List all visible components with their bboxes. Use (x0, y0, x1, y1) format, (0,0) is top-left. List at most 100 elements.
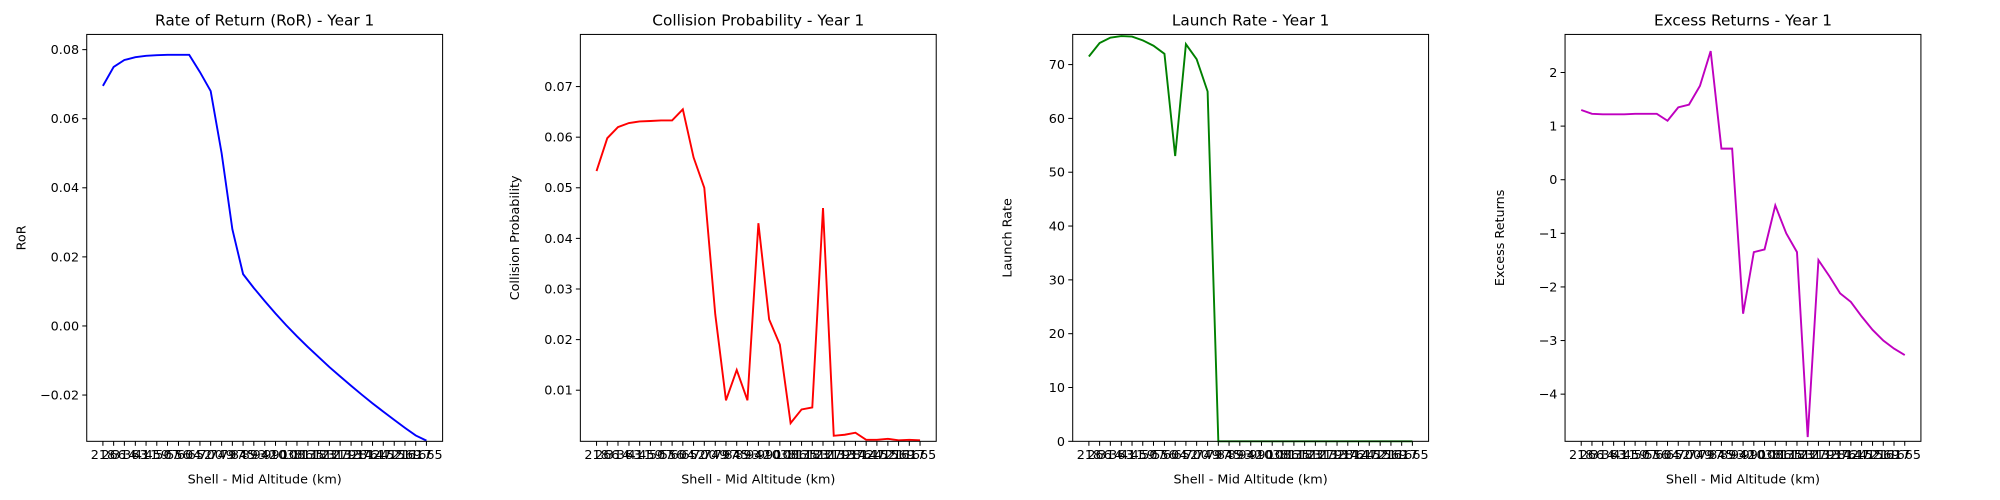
y-axis-label: Collision Probability (508, 175, 523, 300)
x-tick-label: 1424 (356, 448, 388, 463)
data-line (1088, 35, 1413, 443)
x-tick-label: 363 (1109, 448, 1133, 463)
x-tick-label: 411 (1612, 448, 1636, 463)
x-tick-label: 1617 (1385, 448, 1417, 463)
x-tick-label: 1135 (785, 448, 817, 463)
x-tick-label: 1279 (818, 448, 850, 463)
y-tick-label: 0.07 (544, 80, 572, 95)
x-tick-label: 507 (1141, 448, 1165, 463)
x-tick-label: 363 (617, 448, 641, 463)
x-tick-label: 893 (1720, 448, 1744, 463)
x-tick-label: 1376 (346, 448, 378, 463)
x-tick-label: 218 (1569, 448, 1593, 463)
chart-title: Launch Rate - Year 1 (1172, 12, 1330, 30)
chart-title: Rate of Return (RoR) - Year 1 (155, 12, 374, 30)
x-tick-label: 652 (681, 448, 705, 463)
y-tick-label: −4 (1539, 388, 1558, 403)
x-tick-label: 363 (1601, 448, 1625, 463)
x-tick-label: 1472 (1353, 448, 1385, 463)
x-tick-label: 652 (1666, 448, 1690, 463)
y-axis-label: RoR (15, 225, 30, 250)
x-tick-label: 1231 (1791, 448, 1823, 463)
x-axis-label: Shell - Mid Altitude (km) (1174, 472, 1328, 487)
y-tick-label: 10 (1049, 381, 1065, 396)
x-tick-label: 314 (112, 448, 136, 463)
x-tick-label: 459 (145, 448, 169, 463)
x-tick-label: 1569 (389, 448, 421, 463)
x-tick-label: 604 (1163, 448, 1187, 463)
x-tick-label: 1279 (1802, 448, 1834, 463)
x-tick-label: 507 (649, 448, 673, 463)
y-tick-label: 20 (1049, 327, 1065, 342)
subplot: Collision Probability - Year 1 Shell - Mi… (508, 12, 937, 487)
x-tick-label: 314 (1098, 448, 1122, 463)
x-tick-label: 942 (746, 448, 770, 463)
x-tick-label: 266 (101, 448, 125, 463)
x-tick-label: 942 (253, 448, 277, 463)
y-tick-label: 0.02 (544, 333, 572, 348)
y-axis-label: Launch Rate (1000, 198, 1015, 278)
x-tick-label: 990 (263, 448, 287, 463)
subplot: Launch Rate - Year 1 Shell - Mid Altitude… (1000, 12, 1430, 487)
x-tick-label: 990 (757, 448, 781, 463)
y-tick-label: 0.08 (51, 43, 79, 58)
x-tick-label: 1521 (1856, 448, 1888, 463)
x-tick-label: 1617 (399, 448, 431, 463)
y-tick-label: 1 (1549, 120, 1557, 135)
x-tick-label: 411 (628, 448, 652, 463)
x-tick-label: 411 (134, 448, 158, 463)
x-tick-label: 1086 (1267, 448, 1299, 463)
x-tick-label: 845 (1709, 448, 1733, 463)
x-tick-label: 797 (220, 448, 244, 463)
x-tick-label: 507 (1634, 448, 1658, 463)
x-tick-label: 1424 (1835, 448, 1867, 463)
x-tick-label: 314 (1591, 448, 1615, 463)
x-tick-label: 845 (231, 448, 255, 463)
x-tick-label: 749 (209, 448, 233, 463)
x-tick-label: 1135 (1278, 448, 1310, 463)
x-tick-label: 1472 (367, 448, 399, 463)
y-tick-label: −0.02 (40, 389, 79, 404)
x-tick-label: 1569 (882, 448, 914, 463)
x-tick-label: 1086 (1759, 448, 1791, 463)
x-tick-label: 1086 (281, 448, 313, 463)
x-tick-label: 845 (725, 448, 749, 463)
x-tick-label: 314 (606, 448, 630, 463)
x-tick-label: 1183 (1781, 448, 1813, 463)
y-tick-label: 60 (1049, 112, 1065, 127)
x-axis-label: Shell - Mid Altitude (km) (681, 472, 835, 487)
x-tick-label: 990 (1742, 448, 1766, 463)
x-tick-label: 1472 (861, 448, 893, 463)
x-tick-label: 1376 (839, 448, 871, 463)
x-tick-label: 411 (1120, 448, 1144, 463)
x-tick-label: 652 (1174, 448, 1198, 463)
x-tick-label: 845 (1217, 448, 1241, 463)
x-tick-label: 266 (1087, 448, 1111, 463)
x-tick-label: 797 (714, 448, 738, 463)
x-tick-label: 266 (595, 448, 619, 463)
x-tick-label: 1231 (313, 448, 345, 463)
x-tick-label: 1183 (1288, 448, 1320, 463)
y-tick-label: 0.03 (544, 282, 572, 297)
data-line (595, 107, 921, 442)
x-tick-label: 749 (1688, 448, 1712, 463)
x-tick-label: 1424 (850, 448, 882, 463)
x-tick-label: 459 (1623, 448, 1647, 463)
x-tick-label: 1328 (1813, 448, 1845, 463)
x-tick-label: 1521 (872, 448, 904, 463)
x-tick-label: 1135 (292, 448, 324, 463)
y-tick-label: 0.06 (51, 112, 79, 127)
x-tick-label: 1665 (1396, 448, 1428, 463)
x-tick-label: 604 (671, 448, 695, 463)
y-tick-label: 0.02 (51, 250, 79, 265)
y-axis-label: Excess Returns (1493, 189, 1508, 286)
y-tick-label: 0.05 (544, 181, 572, 196)
chart-title: Excess Returns - Year 1 (1654, 12, 1832, 30)
x-tick-label: 507 (155, 448, 179, 463)
x-tick-label: 218 (1077, 448, 1101, 463)
axes-frame (1564, 33, 1922, 442)
y-tick-label: 50 (1049, 166, 1065, 181)
y-tick-label: −1 (1539, 227, 1558, 242)
data-line (1580, 50, 1906, 438)
